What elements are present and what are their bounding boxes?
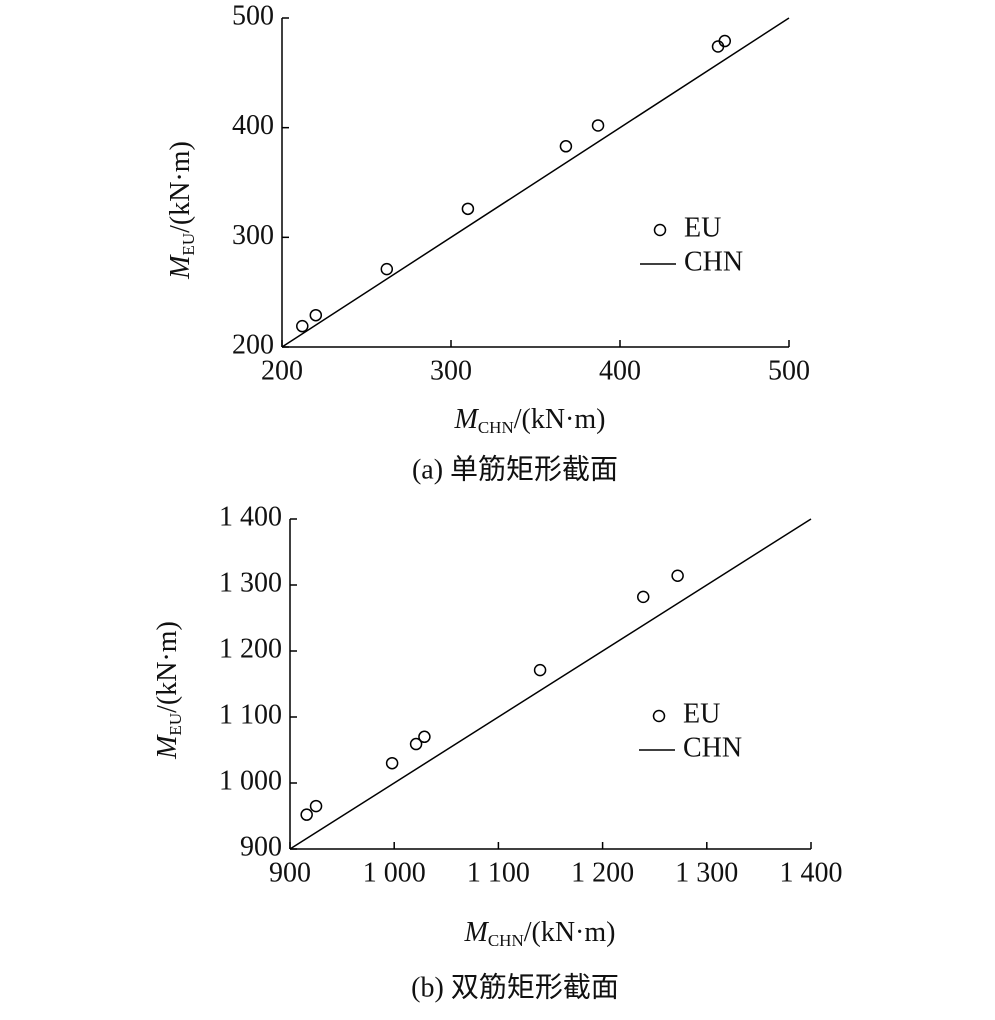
axis-unit: /(kN·m) [165, 141, 196, 233]
legend-marker [653, 223, 667, 237]
caption: (b) 双筋矩形截面 [411, 971, 619, 1003]
y-tick-label: 1 100 [219, 699, 282, 730]
y-tick-label: 300 [232, 220, 274, 251]
y-tick-label: 1 200 [219, 633, 282, 664]
legend-label: EU [683, 698, 720, 729]
caption: (a) 单筋矩形截面 [412, 453, 618, 485]
x-tick-label: 1 100 [467, 857, 530, 888]
y-tick-label: 1 000 [219, 765, 282, 796]
x-tick-label: 900 [269, 857, 311, 888]
legend-marker [652, 709, 666, 723]
axis-unit: /(kN·m) [524, 917, 616, 948]
axis-label: MCHN/(kN·m) [454, 404, 606, 436]
legend-label: EU [684, 212, 721, 243]
axis-subscript: EU [166, 713, 185, 736]
axis-label: MEU/(kN·m) [165, 141, 197, 280]
x-tick-label: 1 300 [675, 857, 738, 888]
axis-unit: /(kN·m) [152, 621, 183, 713]
x-tick-label: 300 [430, 355, 472, 386]
y-tick-label: 400 [232, 110, 274, 141]
legend-label: CHN [683, 732, 742, 763]
data-line [281, 17, 790, 348]
x-tick-label: 400 [599, 355, 641, 386]
axis-symbol: M [165, 254, 196, 280]
data-line [289, 518, 812, 850]
data-point [309, 799, 323, 813]
x-tick-label: 200 [261, 355, 303, 386]
y-tick-label: 1 400 [219, 501, 282, 532]
x-tick-label: 500 [768, 355, 810, 386]
data-point [533, 663, 547, 677]
axis-symbol: M [152, 734, 183, 760]
data-point [461, 202, 475, 216]
axis-subscript: CHN [488, 931, 524, 950]
data-point [591, 119, 605, 132]
data-point [380, 262, 394, 276]
axis-subscript: EU [179, 233, 198, 256]
axis-label: MEU/(kN·m) [152, 621, 184, 760]
y-tick-label: 500 [232, 0, 274, 31]
axis-symbol: M [454, 404, 480, 435]
axis-unit: /(kN·m) [514, 404, 606, 435]
data-point [671, 569, 684, 583]
axis-label: MCHN/(kN·m) [464, 917, 616, 949]
data-point [636, 590, 650, 604]
x-tick-label: 1 400 [780, 857, 843, 888]
y-tick-label: 200 [232, 329, 274, 360]
data-point [385, 756, 399, 770]
y-tick-label: 900 [240, 831, 282, 862]
data-point [309, 308, 323, 322]
data-point [559, 140, 573, 153]
legend-label: CHN [684, 246, 743, 277]
data-point [300, 808, 313, 821]
axis-subscript: CHN [478, 418, 514, 437]
data-point [296, 319, 309, 333]
x-tick-label: 1 000 [363, 857, 426, 888]
data-point [718, 34, 732, 48]
data-point [409, 737, 423, 751]
axis-symbol: M [464, 917, 490, 948]
x-tick-label: 1 200 [571, 857, 634, 888]
y-tick-label: 1 300 [219, 567, 282, 598]
data-point [418, 730, 431, 744]
